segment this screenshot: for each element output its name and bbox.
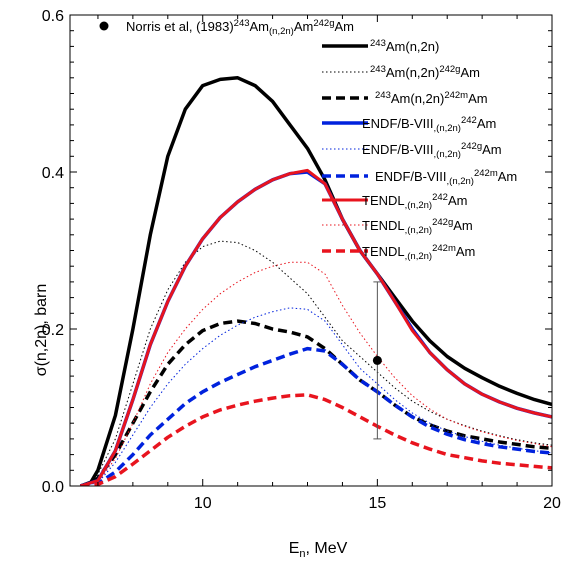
legend-text-part: Am xyxy=(460,65,480,80)
series-line-tendl-total xyxy=(80,168,552,486)
legend-text-part: ,(n,2n) xyxy=(405,225,432,236)
legend-text-part: 242g xyxy=(432,217,453,228)
y-tick-label: 0.4 xyxy=(42,165,64,182)
legend-text-part: TENDL xyxy=(362,193,405,208)
legend-text-part: 242 xyxy=(461,115,477,126)
legend-text-part: TENDL xyxy=(362,218,405,233)
y-tick-label: 0.2 xyxy=(42,322,64,339)
legend-text-part: (n,2n) xyxy=(269,26,294,37)
legend-text-part: Am xyxy=(294,19,314,34)
legend-text-part: Norris et al, (1983) xyxy=(126,19,234,34)
series-line-tendl-g xyxy=(80,261,552,486)
legend-text-part: 243 xyxy=(370,38,386,49)
experiment-point xyxy=(372,355,382,365)
legend-text-part: Am xyxy=(468,91,488,106)
legend-text-part: 242m xyxy=(474,168,498,179)
legend-label-endf-m: ENDF/B-VIII,(n,2n)242mAm xyxy=(375,168,517,187)
series-line-endf-g xyxy=(80,307,552,486)
legend-text-part: Am xyxy=(456,244,476,259)
y-axis-label: σ(n,2n), barn xyxy=(33,284,50,377)
legend-label-endf-g: ENDF/B-VIII,(n,2n)242gAm xyxy=(362,141,502,160)
legend-text-part: Am xyxy=(498,169,518,184)
legend-label-tendl-g: TENDL,(n,2n)242gAm xyxy=(362,217,473,236)
series-line-endf-m xyxy=(80,346,552,486)
x-axis-label-sub: n xyxy=(299,548,305,560)
legend-text-part: 242g xyxy=(439,64,460,75)
legend-label-am243-total: 243Am(n,2n) xyxy=(370,38,439,54)
legend-text-part: ENDF/B-VIII xyxy=(362,116,434,131)
x-axis-label-main: E xyxy=(289,540,300,557)
series-line-tendl-m xyxy=(80,393,552,486)
legend-label-tendl-m: TENDL,(n,2n)242mAm xyxy=(362,243,475,262)
legend-text-part: 243 xyxy=(234,18,250,29)
plot-frame xyxy=(69,14,553,487)
legend-text-part: Am(n,2n) xyxy=(391,91,444,106)
legend-text-part: 243 xyxy=(370,64,386,75)
series-line-am243-m xyxy=(80,319,552,486)
legend-text-part: Am xyxy=(250,19,270,34)
legend: Norris et al, (1983)243Am(n,2n)Am242gAm2… xyxy=(99,18,517,262)
legend-text-part: ,(n,2n) xyxy=(434,149,461,160)
legend-label-tendl-total: TENDL,(n,2n)242Am xyxy=(362,192,467,211)
legend-text-part: Am xyxy=(334,19,354,34)
legend-text-part: ,(n,2n) xyxy=(405,251,432,262)
legend-text-part: Am xyxy=(477,116,497,131)
legend-text-part: ,(n,2n) xyxy=(405,200,432,211)
legend-text-part: 242g xyxy=(461,141,482,152)
series-line-endf-total xyxy=(79,170,552,486)
legend-text-part: TENDL xyxy=(362,244,405,259)
legend-label-am243-g: 243Am(n,2n)242gAm xyxy=(370,64,480,80)
legend-text-part: 242g xyxy=(313,18,334,29)
legend-text-part: ENDF/B-VIII xyxy=(362,142,434,157)
ticks-layer: 10 15 20 0.0 0.2 0.4 0.6 xyxy=(42,8,561,512)
legend-text-part: Am(n,2n) xyxy=(386,39,439,54)
legend-text-part: Am(n,2n) xyxy=(386,65,439,80)
legend-label-am243-m: 243Am(n,2n)242mAm xyxy=(375,90,488,106)
legend-text-part: 243 xyxy=(375,90,391,101)
x-tick-label: 20 xyxy=(543,495,561,512)
x-tick-label: 15 xyxy=(368,495,386,512)
y-tick-label: 0.6 xyxy=(42,8,64,25)
legend-experiment-label: Norris et al, (1983)243Am(n,2n)Am242gAm xyxy=(126,18,354,37)
legend-label-endf-total: ENDF/B-VIII,(n,2n)242Am xyxy=(362,115,496,134)
legend-text-part: 242m xyxy=(432,243,456,254)
y-tick-label: 0.0 xyxy=(42,479,64,496)
legend-text-part: Am xyxy=(453,218,473,233)
x-axis-label-tail: , MeV xyxy=(306,540,348,557)
series-line-am243-total xyxy=(79,76,552,486)
legend-text-part: ENDF/B-VIII xyxy=(375,169,447,184)
x-tick-label: 10 xyxy=(194,495,212,512)
legend-text-part: 242 xyxy=(432,192,448,203)
legend-text-part: 242m xyxy=(444,90,468,101)
series-line-am243-g xyxy=(80,240,552,486)
legend-text-part: ,(n,2n) xyxy=(434,123,461,134)
legend-text-part: Am xyxy=(448,193,468,208)
legend-text-part: ,(n,2n) xyxy=(447,176,474,187)
legend-experiment-marker xyxy=(99,21,109,31)
legend-text-part: Am xyxy=(482,142,502,157)
x-axis-label: En, MeV xyxy=(289,540,348,560)
experiment-layer xyxy=(372,281,382,440)
curves-layer xyxy=(79,76,552,486)
